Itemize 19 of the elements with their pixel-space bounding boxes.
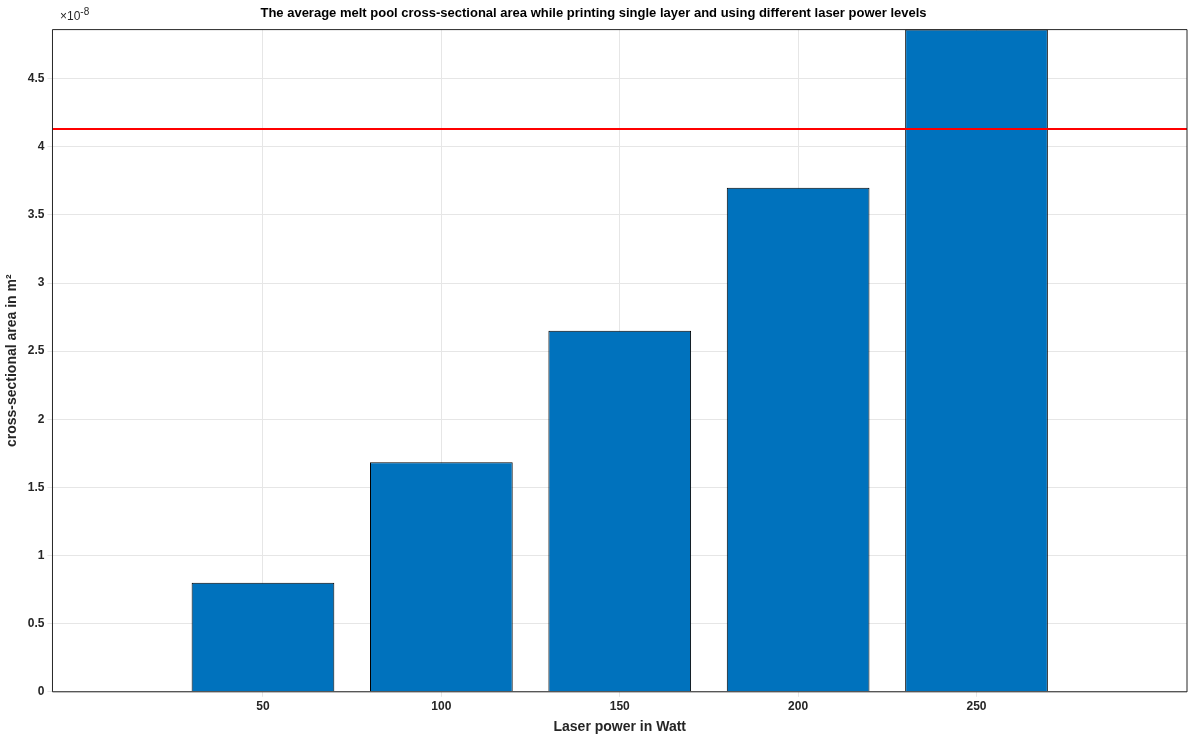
y-tick-label: 0 (37, 684, 45, 699)
y-tick-label: 3 (37, 275, 45, 290)
x-tick-label: 200 (788, 699, 809, 714)
y-tick-label: 1.5 (27, 479, 45, 494)
x-tick-label: 50 (256, 699, 270, 714)
x-tick-label: 100 (431, 699, 452, 714)
y-axis-title: cross-sectional area in m² (3, 274, 20, 448)
x-tick-label: 250 (966, 699, 987, 714)
y-tick-label: 2 (37, 411, 45, 426)
y-tick-label: 0.5 (27, 615, 45, 630)
text: ×10$^{-8}$ (60, 6, 90, 23)
y-tick-label: 4 (37, 139, 45, 154)
y-tick-label: 1 (37, 547, 45, 562)
y-tick-label: 4.5 (27, 70, 45, 85)
chart-title: The average melt pool cross-sectional area while printing single layer and using different laser power levels (260, 5, 927, 21)
y-tick-label: 3.5 (27, 207, 45, 222)
x-tick-label: 150 (609, 699, 631, 714)
x-axis-title: Laser power in Watt (553, 718, 687, 735)
y-tick-label: 2.5 (27, 343, 45, 358)
